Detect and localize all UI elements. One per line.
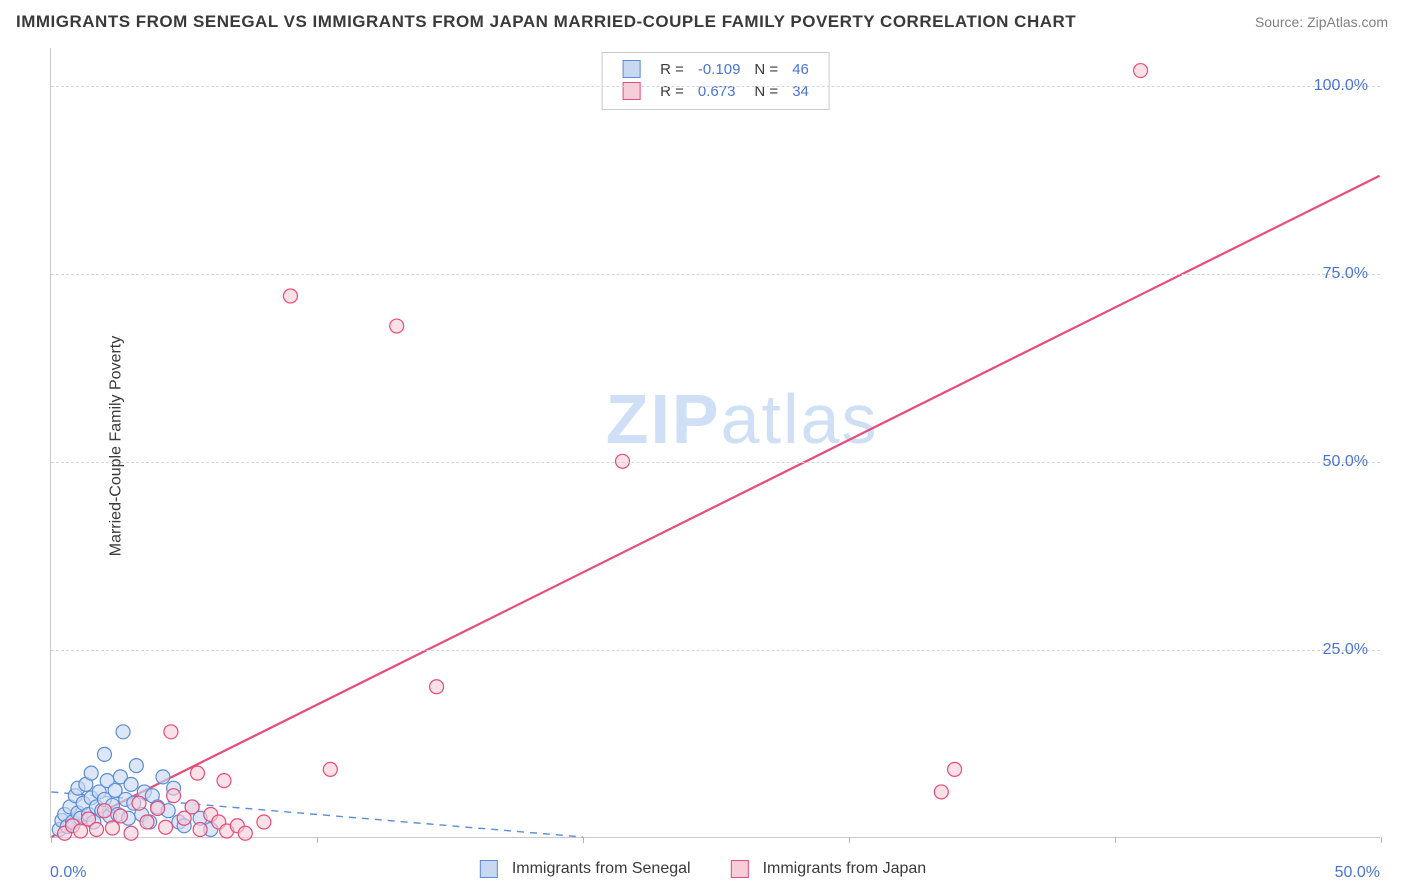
data-point — [90, 822, 104, 836]
chart-title: IMMIGRANTS FROM SENEGAL VS IMMIGRANTS FR… — [16, 12, 1076, 32]
legend-swatch — [622, 60, 640, 78]
correlation-legend: R =-0.109N =46 R =0.673N =34 — [601, 52, 830, 110]
data-point — [97, 804, 111, 818]
x-axis-max-label: 50.0% — [1335, 864, 1380, 882]
data-point — [84, 766, 98, 780]
x-tick — [51, 837, 52, 843]
legend-n-label: N = — [748, 59, 784, 79]
gridline — [51, 462, 1380, 463]
data-point — [105, 821, 119, 835]
data-point — [164, 725, 178, 739]
data-point — [217, 774, 231, 788]
legend-item: Immigrants from Japan — [731, 860, 927, 878]
data-point — [190, 766, 204, 780]
x-tick — [583, 837, 584, 843]
legend-n-label: N = — [748, 81, 784, 101]
legend-n-value: 46 — [786, 59, 815, 79]
data-point — [948, 762, 962, 776]
gridline — [51, 274, 1380, 275]
x-axis-min-label: 0.0% — [50, 864, 86, 882]
data-point — [193, 822, 207, 836]
trend-line — [51, 176, 1379, 837]
data-point — [167, 789, 181, 803]
legend-item-label: Immigrants from Senegal — [512, 860, 691, 878]
legend-r-label: R = — [654, 81, 690, 101]
chart-svg — [51, 48, 1380, 837]
data-point — [323, 762, 337, 776]
data-point — [132, 796, 146, 810]
legend-item-label: Immigrants from Japan — [763, 860, 927, 878]
legend-r-value: 0.673 — [692, 81, 747, 101]
y-tick-label: 100.0% — [1314, 77, 1368, 95]
legend-swatch — [731, 860, 749, 878]
data-point — [185, 800, 199, 814]
data-point — [97, 747, 111, 761]
data-point — [124, 777, 138, 791]
x-tick — [1381, 837, 1382, 843]
x-tick — [1115, 837, 1116, 843]
x-tick — [317, 837, 318, 843]
data-point — [238, 826, 252, 840]
source-attribution: Source: ZipAtlas.com — [1255, 14, 1388, 30]
y-tick-label: 25.0% — [1323, 641, 1368, 659]
data-point — [151, 801, 165, 815]
data-point — [390, 319, 404, 333]
data-point — [934, 785, 948, 799]
gridline — [51, 86, 1380, 87]
chart-plot-area: ZIPatlas R =-0.109N =46R =0.673N =34 25.… — [50, 48, 1380, 838]
data-point — [156, 770, 170, 784]
y-tick-label: 50.0% — [1323, 453, 1368, 471]
legend-item: Immigrants from Senegal — [480, 860, 691, 878]
data-point — [124, 826, 138, 840]
data-point — [1134, 64, 1148, 78]
x-tick — [849, 837, 850, 843]
legend-swatch — [480, 860, 498, 878]
data-point — [283, 289, 297, 303]
legend-r-value: -0.109 — [692, 59, 747, 79]
data-point — [257, 815, 271, 829]
data-point — [74, 824, 88, 838]
data-point — [116, 725, 130, 739]
data-point — [140, 815, 154, 829]
legend-n-value: 34 — [786, 81, 815, 101]
data-point — [430, 680, 444, 694]
y-tick-label: 75.0% — [1323, 265, 1368, 283]
data-point — [159, 820, 173, 834]
series-legend: Immigrants from Senegal Immigrants from J… — [480, 860, 926, 878]
data-point — [129, 759, 143, 773]
legend-r-label: R = — [654, 59, 690, 79]
data-point — [113, 809, 127, 823]
gridline — [51, 650, 1380, 651]
